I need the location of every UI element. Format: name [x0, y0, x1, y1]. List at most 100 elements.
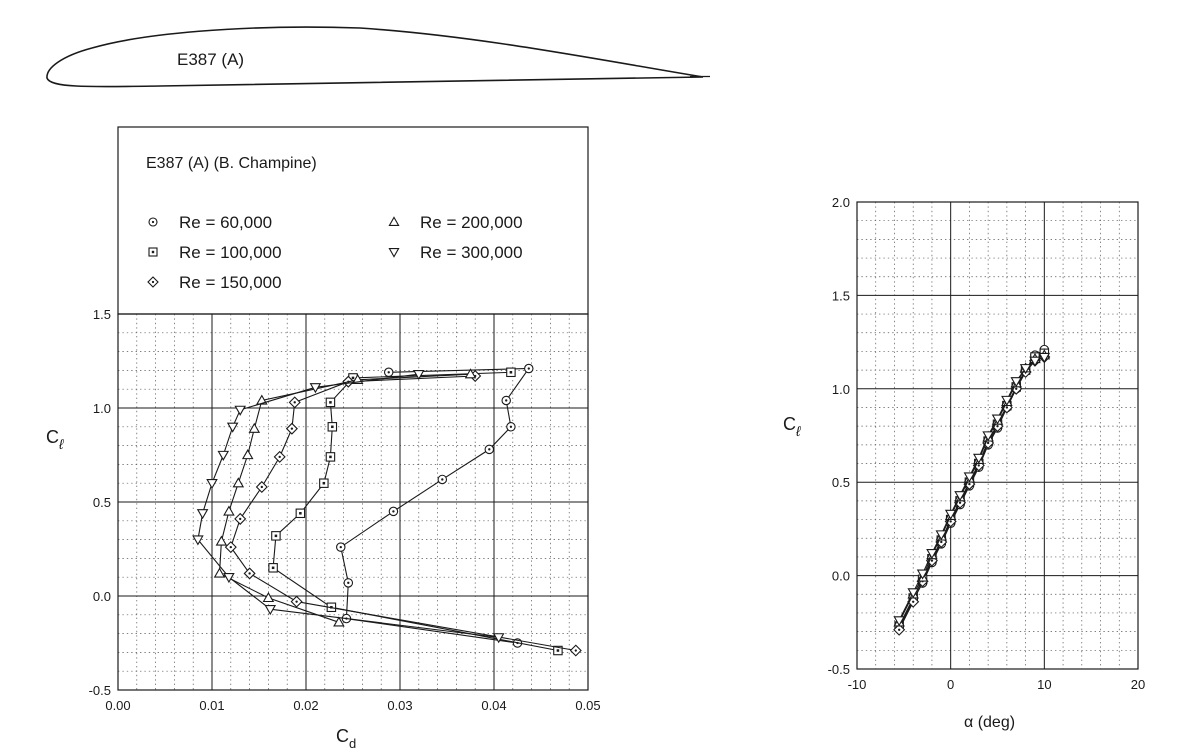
airfoil-drawing: E387 (A): [46, 26, 710, 88]
polar-data-point: [506, 367, 516, 378]
polar-data-point: [234, 512, 247, 525]
polar-data-point-dot: [387, 371, 390, 374]
lift-curve-grid: [856, 201, 1139, 670]
polar-data-point-dot: [290, 427, 294, 430]
lift-curve-data-point-dot: [940, 540, 943, 544]
polar-data-point: [413, 369, 425, 381]
polar-data-point: [255, 480, 268, 493]
lift-curve-data-point-shape: [893, 616, 905, 627]
lift-curve-data-point: [982, 431, 994, 442]
lift-curve-data-point: [893, 623, 906, 636]
polar-chart-title: E387 (A) (B. Champine): [146, 155, 317, 172]
polar-data-point-dot: [278, 455, 281, 459]
lift-curve-data-point: [972, 453, 985, 464]
polar-data-point: [241, 449, 254, 460]
lift-curve-data-point-dot: [930, 559, 934, 562]
polar-data-point-shape: [213, 567, 226, 578]
polar-data-point: [464, 368, 477, 379]
polar-data-point: [569, 644, 582, 657]
legend-marker-shape: [388, 216, 400, 226]
polar-data-point-shape: [464, 368, 477, 379]
polar-data-point-dot: [509, 425, 513, 428]
polar-y-axis-label-sub: ℓ: [58, 436, 64, 452]
polar-data-point: [206, 479, 218, 490]
polar-data-point-shape: [192, 535, 204, 546]
polar-data-point-shape: [215, 535, 228, 546]
lift-curve-x-axis-label: α (deg): [964, 714, 1015, 731]
lift-curve-data-point-shape: [1038, 352, 1051, 363]
polar-series-4: [213, 368, 477, 627]
polar-data-point-shape: [217, 450, 230, 461]
lift-curve-x-tick-label: 0: [947, 677, 954, 692]
polar-x-axis-label-main: C: [336, 726, 349, 746]
lift-curve-data-point-shape: [1029, 356, 1041, 367]
lift-curve-tick-labels: -10 0 10 20 -0.5 0.0 0.5 1.0 1.5 2.0: [828, 195, 1146, 692]
polar-data-point: [437, 474, 448, 485]
legend-marker: [147, 276, 159, 288]
polar-data-point-shape: [413, 369, 425, 381]
lift-curve-data-point-shape: [1001, 395, 1013, 406]
polar-data-point: [506, 422, 516, 432]
lift-curve-y-axis-label-sub: ℓ: [795, 423, 801, 439]
polar-data-point: [309, 383, 322, 394]
polar-legend: Re = 60,000 Re = 100,000 Re = 150,000 Re = …: [147, 213, 523, 292]
polar-data-point: [224, 541, 237, 554]
polar-series-line: [230, 375, 576, 652]
lift-curve-y-tick-label: 1.5: [832, 288, 850, 303]
legend-marker: [388, 248, 400, 258]
polar-data-point: [553, 645, 563, 656]
lift-curve-data-point: [1001, 395, 1013, 406]
lift-curve-data-point-shape: [1010, 377, 1023, 388]
lift-curve-chart: -10 0 10 20 -0.5 0.0 0.5 1.0 1.5 2.0 α (deg) Cℓ: [783, 195, 1145, 731]
lift-curve-data-point: [944, 509, 957, 520]
polar-data-point: [336, 542, 346, 552]
polar-data-point: [325, 452, 336, 462]
lift-curve-y-tick-label: 0.0: [832, 569, 850, 584]
polar-data-point-dot: [248, 572, 251, 575]
polar-series-line: [340, 367, 530, 644]
polar-x-tick-label: 0.01: [199, 698, 224, 713]
polar-data-point: [383, 367, 394, 378]
polar-y-axis-label-main: C: [46, 427, 59, 447]
polar-data-point-dot: [488, 448, 491, 451]
lift-curve-data-point-dot: [1005, 406, 1009, 409]
polar-tick-labels: 0.00 0.01 0.02 0.03 0.04 0.05 -0.5 0.0 0.5 1.0 1.5: [89, 307, 601, 713]
polar-data-point: [196, 509, 209, 520]
lift-curve-series-5: [893, 352, 1051, 627]
polar-data-point: [243, 567, 256, 580]
lift-curve-data-point-dot: [996, 424, 999, 428]
polar-y-tick-label: 0.5: [93, 495, 111, 510]
polar-data-point-dot: [229, 545, 232, 549]
polar-data-point: [248, 422, 261, 433]
lift-curve-y-tick-label: 2.0: [832, 195, 850, 210]
polar-data-point-shape: [262, 591, 275, 603]
lift-curve-data-point: [991, 414, 1004, 425]
lift-curve-data-point-dot: [897, 628, 901, 631]
polar-data-point-shape: [333, 616, 345, 627]
polar-data-point-dot: [392, 510, 395, 513]
polar-chart: E387 (A) (B. Champine) Re = 60,000 Re = 1…: [46, 126, 601, 751]
polar-x-tick-label: 0.05: [575, 698, 600, 713]
polar-y-tick-label: 1.5: [93, 307, 111, 322]
polar-data-point: [213, 567, 226, 578]
polar-data-point: [327, 422, 338, 432]
polar-data-point: [215, 535, 228, 546]
airfoil-profile: [46, 26, 704, 88]
legend-entry: Re = 200,000: [388, 213, 523, 232]
legend-label: Re = 150,000: [179, 273, 282, 292]
polar-data-point-shape: [248, 422, 261, 433]
legend-entry: Re = 60,000: [148, 213, 272, 232]
lift-curve-data-point-shape: [926, 549, 938, 560]
polar-data-point: [262, 591, 275, 603]
legend-label: Re = 200,000: [420, 213, 523, 232]
polar-data-point: [217, 450, 230, 461]
polar-data-point-dot: [505, 399, 508, 402]
polar-data-point-shape: [196, 509, 209, 520]
legend-marker: [148, 247, 158, 257]
polar-plot-frame: [117, 313, 589, 691]
polar-data-point-shape: [232, 477, 245, 488]
lift-curve-data-point-dot: [986, 441, 990, 445]
lift-curve-data-point: [1038, 352, 1051, 363]
polar-data-point-dot: [293, 401, 296, 404]
